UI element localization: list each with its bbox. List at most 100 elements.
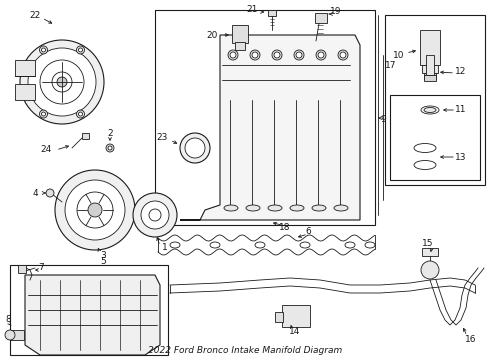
Bar [268, 10, 276, 16]
Bar [315, 13, 327, 23]
Bar [282, 305, 310, 327]
Ellipse shape [246, 205, 260, 211]
Text: 18: 18 [279, 224, 291, 233]
Text: 16: 16 [465, 336, 476, 345]
Circle shape [108, 146, 112, 150]
Text: 11: 11 [455, 105, 466, 114]
Ellipse shape [421, 106, 439, 114]
Bar [10, 330, 24, 340]
Bar [15, 60, 35, 76]
Circle shape [421, 261, 439, 279]
Circle shape [46, 189, 54, 197]
Circle shape [40, 60, 84, 104]
Text: 6: 6 [305, 228, 311, 237]
Text: 9: 9 [380, 116, 386, 125]
Circle shape [296, 52, 302, 58]
Circle shape [52, 72, 72, 92]
Ellipse shape [365, 242, 375, 248]
Circle shape [250, 50, 260, 60]
Ellipse shape [224, 205, 238, 211]
Ellipse shape [290, 205, 304, 211]
Circle shape [274, 52, 280, 58]
Bar [424, 73, 436, 79]
Circle shape [40, 110, 48, 118]
Bar [424, 75, 436, 81]
Text: 22: 22 [29, 12, 41, 21]
Polygon shape [25, 275, 160, 355]
Circle shape [76, 110, 84, 118]
Circle shape [133, 193, 177, 237]
Ellipse shape [210, 242, 220, 248]
Circle shape [28, 48, 96, 116]
Ellipse shape [424, 108, 436, 112]
Text: 10: 10 [393, 50, 405, 59]
Bar [18, 265, 26, 273]
Circle shape [77, 192, 113, 228]
Circle shape [230, 52, 236, 58]
Text: 21: 21 [246, 5, 258, 14]
Ellipse shape [334, 205, 348, 211]
Text: 17: 17 [385, 60, 396, 69]
Bar [10, 265, 168, 355]
Text: 7: 7 [38, 264, 44, 273]
Circle shape [42, 112, 46, 116]
Circle shape [228, 50, 238, 60]
Circle shape [78, 112, 82, 116]
Circle shape [88, 203, 102, 217]
Polygon shape [180, 35, 360, 220]
Ellipse shape [345, 242, 355, 248]
Bar [155, 10, 375, 225]
Bar [15, 84, 35, 100]
Circle shape [57, 77, 67, 87]
Circle shape [316, 50, 326, 60]
Circle shape [340, 52, 346, 58]
Circle shape [78, 48, 82, 52]
Text: 19: 19 [330, 8, 342, 17]
Ellipse shape [268, 205, 282, 211]
Text: 2022 Ford Bronco Intake Manifold Diagram: 2022 Ford Bronco Intake Manifold Diagram [148, 346, 342, 355]
Ellipse shape [300, 242, 310, 248]
Text: 23: 23 [157, 134, 168, 143]
Text: 2: 2 [107, 129, 113, 138]
Text: 5: 5 [100, 257, 106, 266]
Text: 4: 4 [32, 189, 38, 198]
Circle shape [294, 50, 304, 60]
Ellipse shape [255, 242, 265, 248]
Circle shape [318, 52, 324, 58]
Bar [422, 65, 438, 73]
Bar [385, 15, 485, 185]
Text: 24: 24 [41, 145, 52, 154]
Bar [420, 30, 440, 65]
Bar [390, 95, 480, 180]
Circle shape [76, 46, 84, 54]
Circle shape [141, 201, 169, 229]
Bar [82, 133, 89, 139]
Text: 15: 15 [422, 238, 434, 248]
Text: 8: 8 [5, 315, 11, 324]
Text: 12: 12 [455, 68, 466, 77]
Ellipse shape [185, 138, 205, 158]
Text: 13: 13 [455, 153, 466, 162]
Text: 3: 3 [100, 251, 106, 260]
Ellipse shape [414, 161, 436, 170]
Text: 1: 1 [162, 243, 168, 252]
Circle shape [338, 50, 348, 60]
Circle shape [5, 330, 15, 340]
Circle shape [106, 144, 114, 152]
Bar [235, 42, 245, 50]
Circle shape [272, 50, 282, 60]
Circle shape [40, 46, 48, 54]
Ellipse shape [414, 144, 436, 153]
Bar [232, 25, 248, 43]
Circle shape [65, 180, 125, 240]
Circle shape [252, 52, 258, 58]
Circle shape [149, 209, 161, 221]
Circle shape [20, 40, 104, 124]
Circle shape [55, 170, 135, 250]
Text: 20: 20 [207, 31, 218, 40]
Ellipse shape [170, 242, 180, 248]
Ellipse shape [312, 205, 326, 211]
Text: 14: 14 [289, 328, 301, 337]
Bar [422, 248, 438, 256]
Bar [275, 312, 283, 322]
